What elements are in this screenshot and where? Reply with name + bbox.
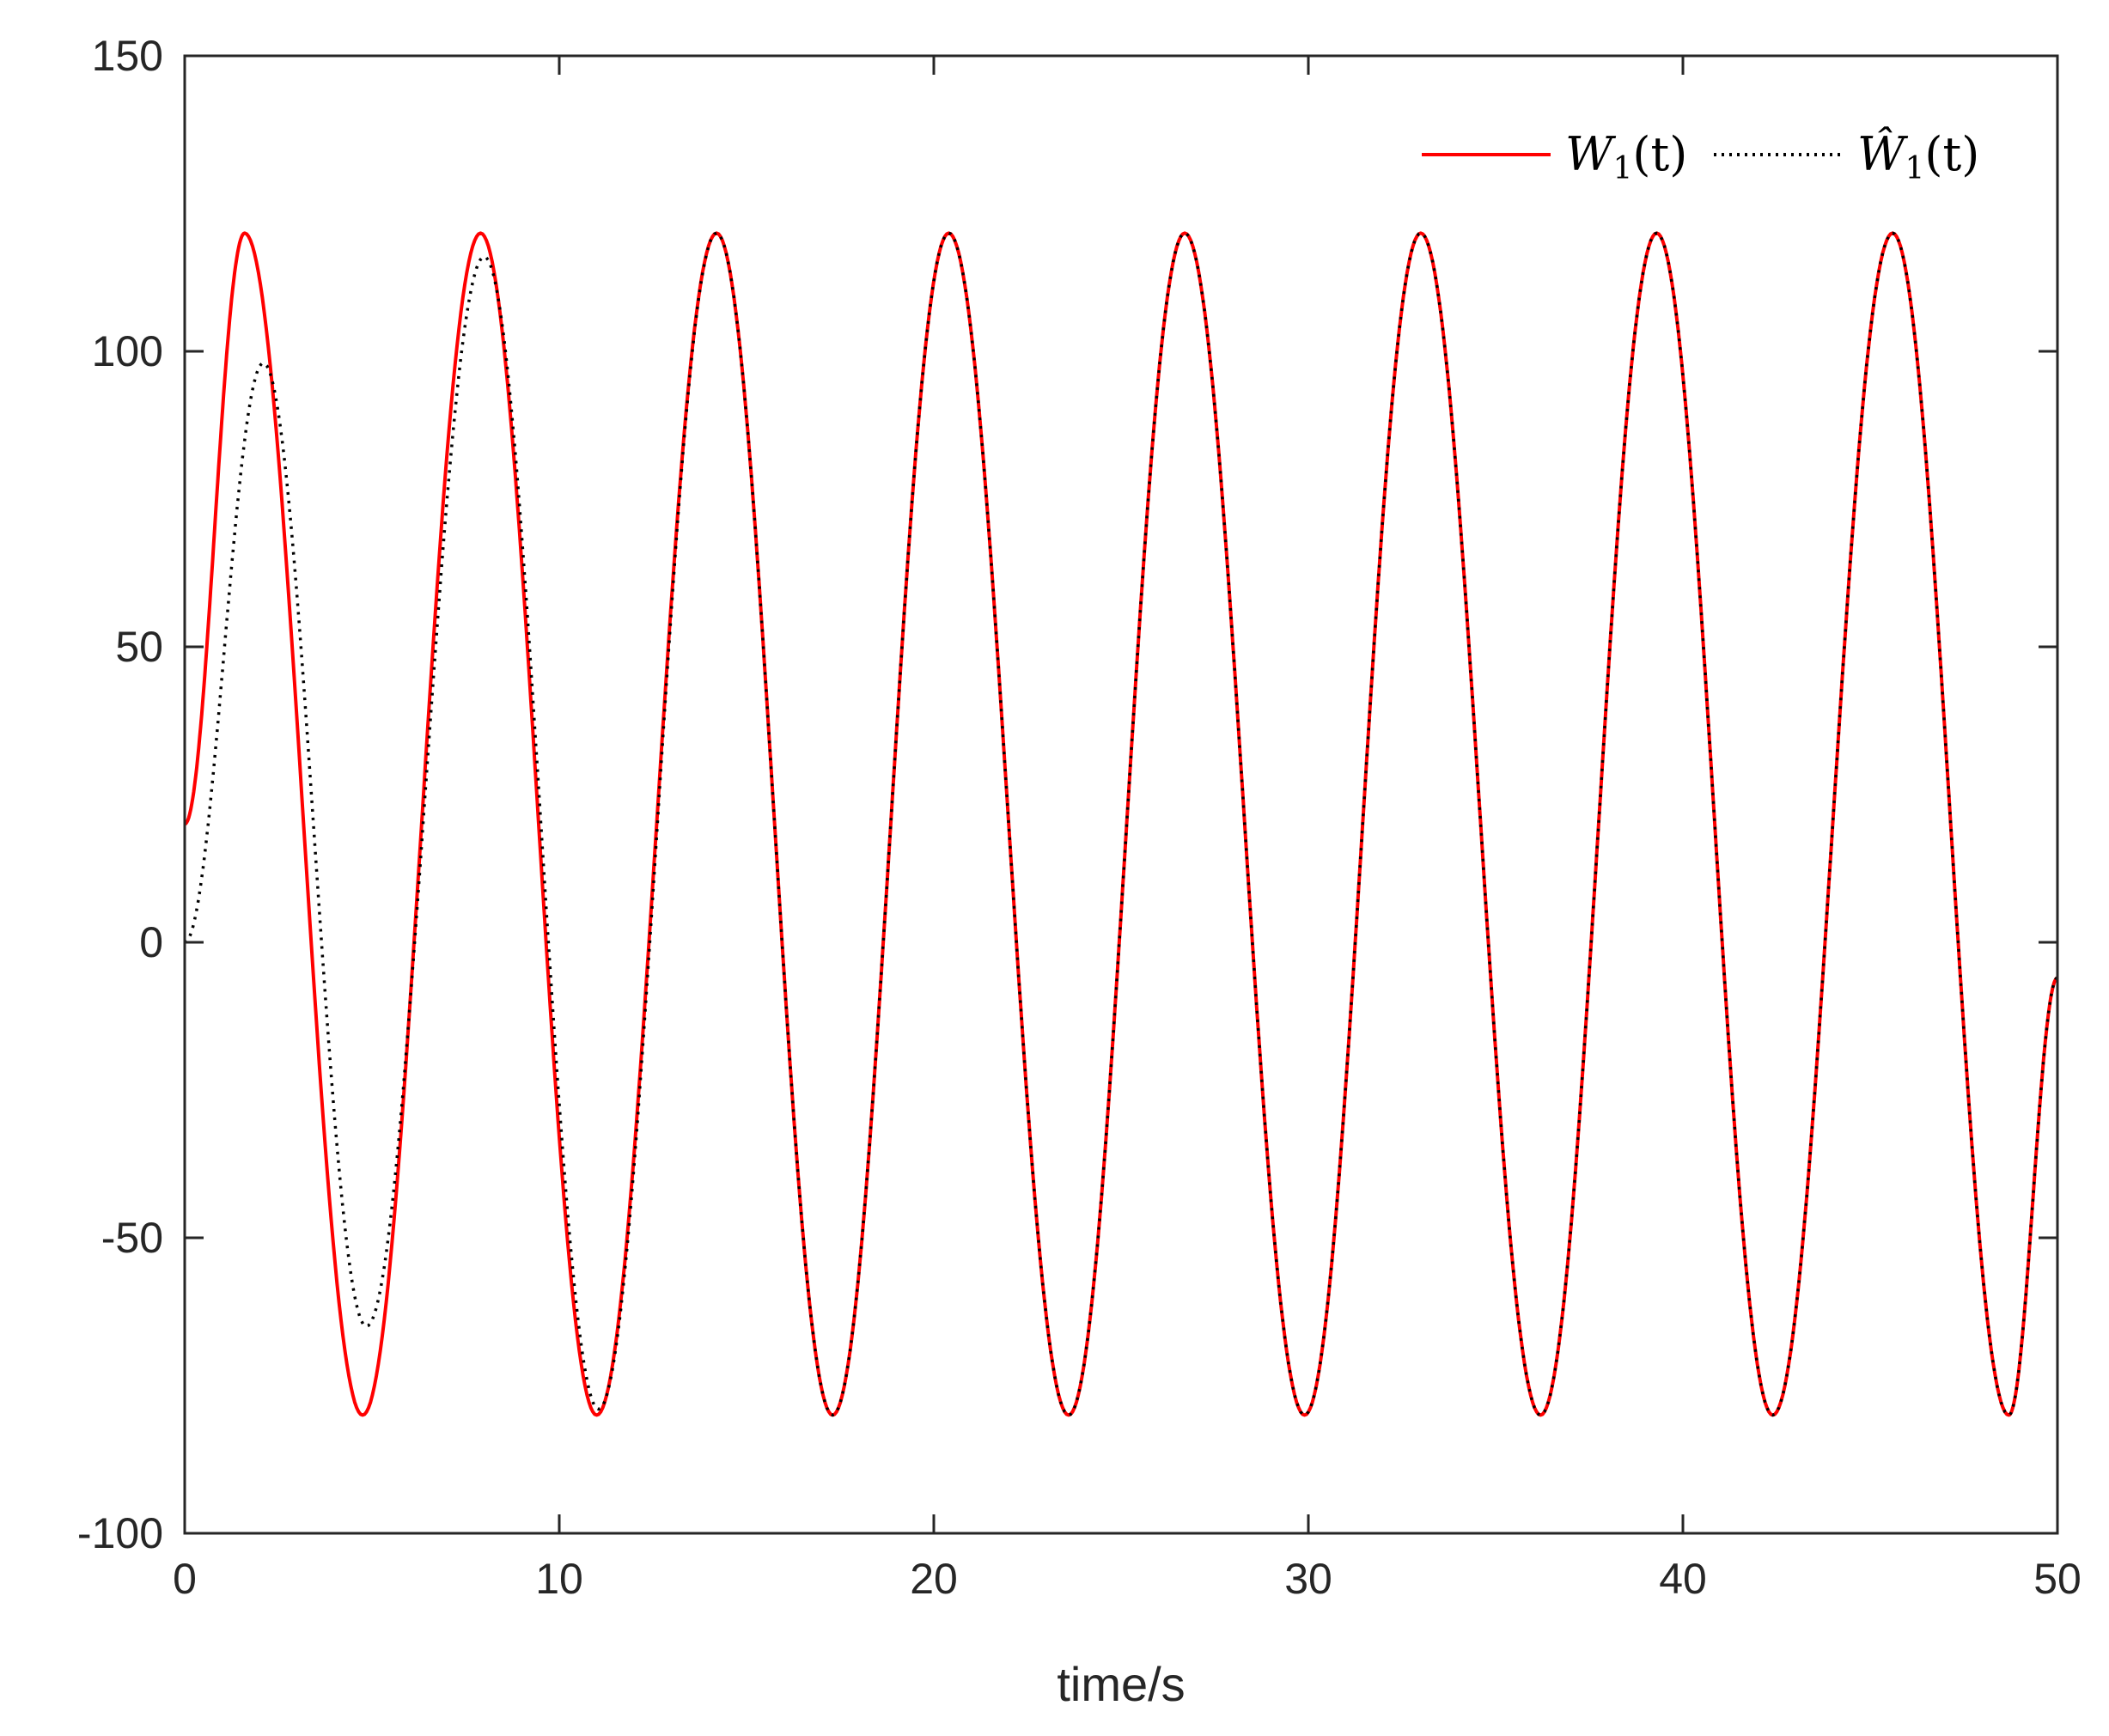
x-axis-label: time/s: [1057, 1657, 1185, 1711]
x-tick-label: 10: [535, 1555, 583, 1603]
x-tick-label: 40: [1659, 1555, 1707, 1603]
legend: W1(t) Ŵ1(t): [1422, 125, 1979, 186]
x-tick-label: 20: [910, 1555, 958, 1603]
legend-label-w1: W1(t): [1565, 127, 1687, 186]
y-tick-label: 0: [139, 918, 163, 966]
y-tick-label: 100: [92, 327, 163, 375]
legend-label-w1-hat: Ŵ1(t): [1857, 125, 1979, 186]
x-tick-label: 0: [173, 1555, 197, 1603]
series-layer: [184, 231, 2059, 1417]
tick-labels-layer: 0 10 20 30 40 50 -100 -50 0 50 100 150: [77, 32, 2082, 1603]
ticks-layer: [183, 54, 2059, 1535]
series-line-w1: [184, 231, 2059, 1417]
y-tick-label: -50: [101, 1214, 163, 1262]
y-tick-label: 150: [92, 32, 163, 80]
y-tick-label: -100: [77, 1509, 163, 1557]
x-tick-label: 50: [2033, 1555, 2082, 1603]
x-tick-label: 30: [1284, 1555, 1332, 1603]
plot-frame: [183, 54, 2059, 1535]
y-tick-label: 50: [115, 623, 163, 671]
